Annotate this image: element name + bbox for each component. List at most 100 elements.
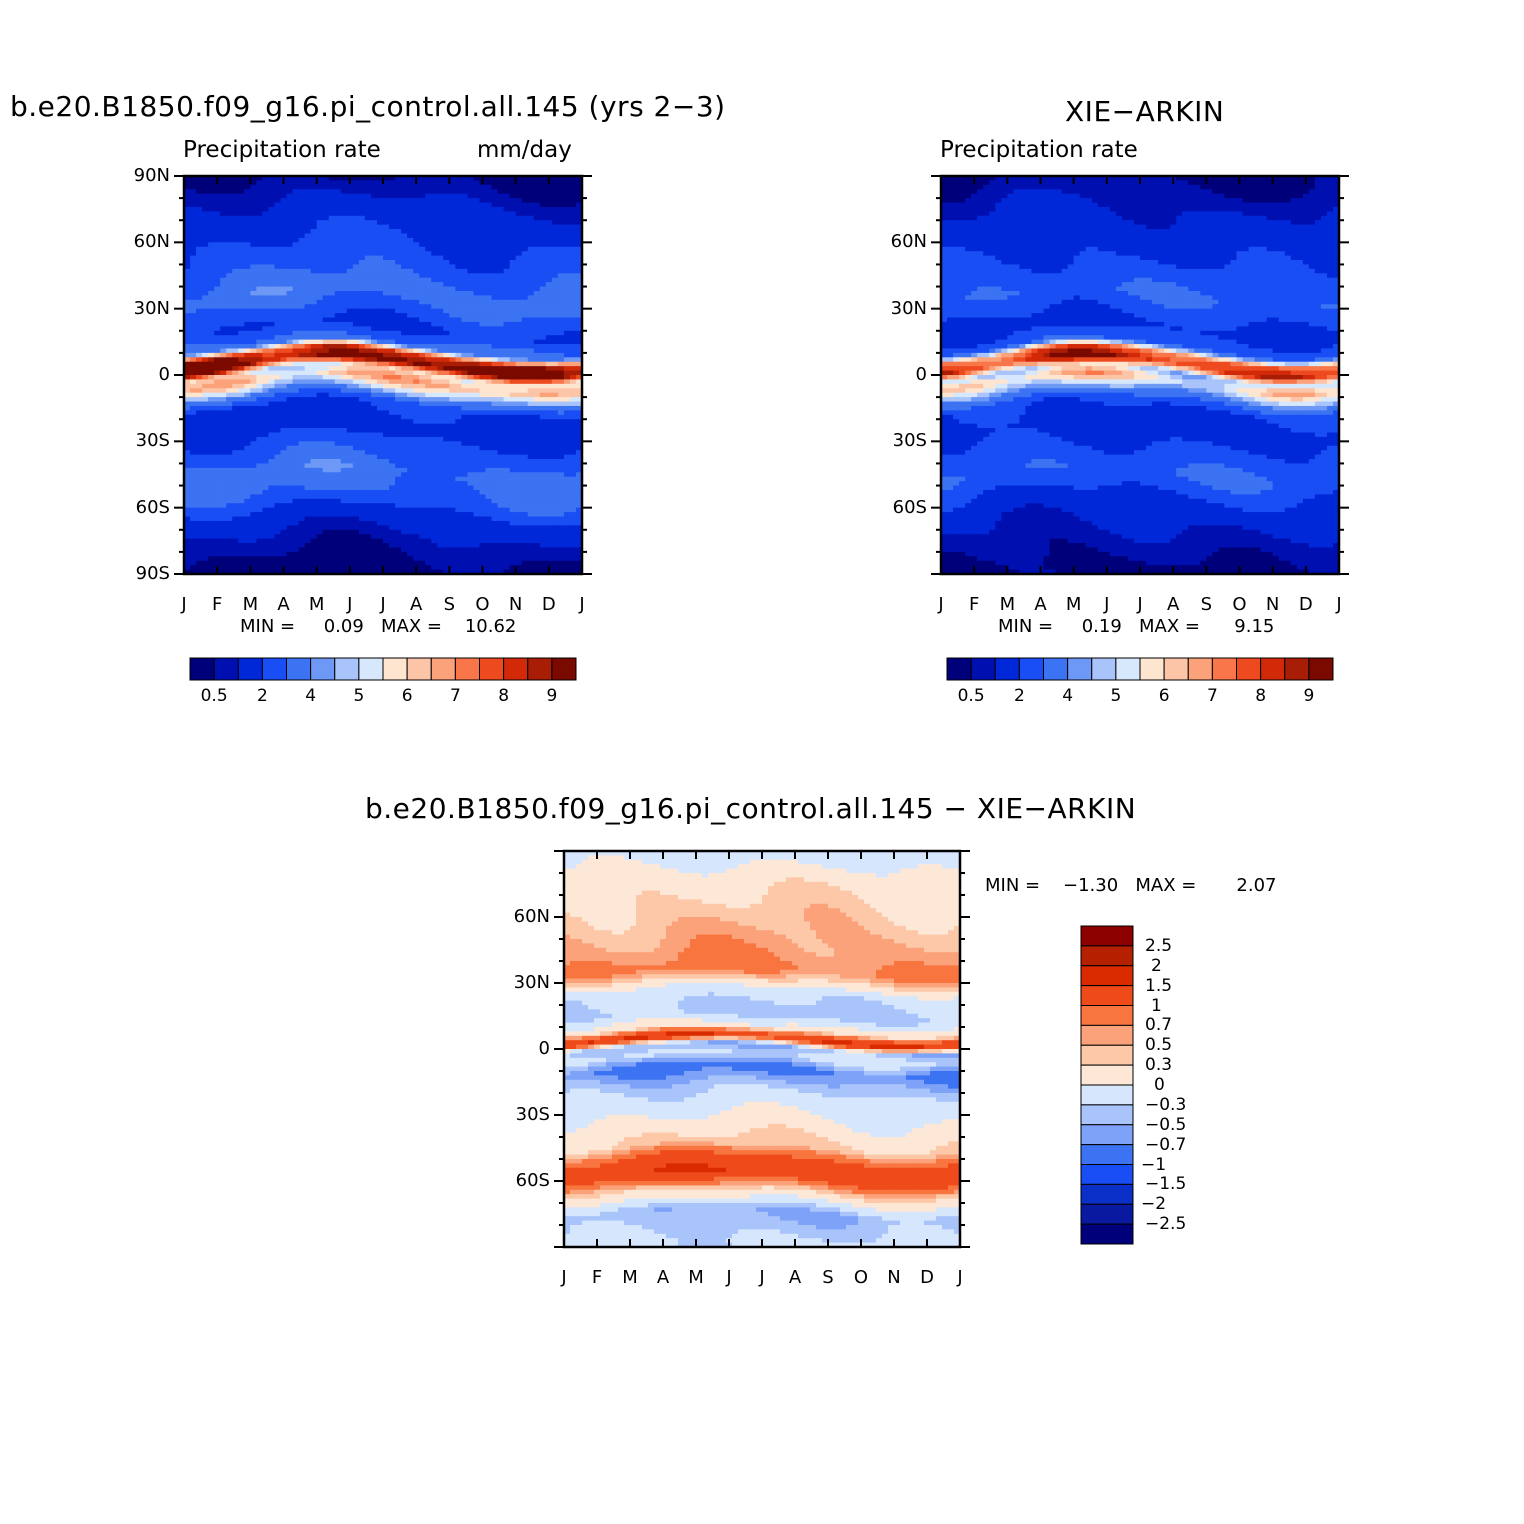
heatmap-cell xyxy=(509,193,517,199)
heatmap-cell xyxy=(214,366,221,372)
heatmap-cell xyxy=(557,193,565,199)
heatmap-cell xyxy=(214,507,221,513)
heatmap-cell xyxy=(250,432,257,438)
heatmap-cell xyxy=(479,326,487,332)
heatmap-cell xyxy=(196,330,203,336)
heatmap-cell xyxy=(449,290,456,296)
heatmap-cell xyxy=(443,344,450,350)
heatmap-cell xyxy=(425,450,432,456)
heatmap-cell xyxy=(497,401,505,407)
heatmap-cell xyxy=(286,392,294,398)
heatmap-cell xyxy=(376,357,384,363)
heatmap-cell xyxy=(527,268,535,274)
heatmap-cell xyxy=(328,277,336,283)
heatmap-cell xyxy=(515,454,523,460)
heatmap-cell xyxy=(196,202,203,208)
heatmap-cell xyxy=(352,295,360,301)
heatmap-cell xyxy=(569,459,577,465)
heatmap-cell xyxy=(214,401,221,407)
heatmap-cell xyxy=(298,485,306,491)
heatmap-cell xyxy=(539,233,547,239)
heatmap-cell xyxy=(268,299,276,305)
heatmap-cell xyxy=(280,211,288,217)
heatmap-cell xyxy=(383,450,390,456)
heatmap-cell xyxy=(244,313,251,319)
heatmap-cell xyxy=(431,410,438,416)
heatmap-cell xyxy=(220,459,227,465)
heatmap-cell xyxy=(431,211,438,217)
heatmap-cell xyxy=(401,330,408,336)
heatmap-cell xyxy=(515,383,523,389)
heatmap-cell xyxy=(190,405,197,411)
heatmap-cell xyxy=(545,428,553,434)
heatmap-cell xyxy=(425,189,432,195)
heatmap-cell xyxy=(503,441,511,447)
heatmap-cell xyxy=(190,273,197,279)
heatmap-cell xyxy=(503,397,511,403)
heatmap-cell xyxy=(521,375,529,381)
heatmap-cell xyxy=(563,410,571,416)
heatmap-cell xyxy=(485,211,493,217)
heatmap-cell xyxy=(352,180,360,186)
heatmap-cell xyxy=(479,260,487,266)
heatmap-cell xyxy=(455,290,462,296)
heatmap-cell xyxy=(340,184,348,190)
heatmap-cell xyxy=(503,282,511,288)
heatmap-cell xyxy=(467,503,475,509)
heatmap-cell xyxy=(491,202,499,208)
heatmap-cell xyxy=(545,260,553,266)
heatmap-cell xyxy=(310,370,318,376)
heatmap-cell xyxy=(479,211,487,217)
heatmap-cell xyxy=(539,268,547,274)
heatmap-cell xyxy=(383,299,390,305)
heatmap-cell xyxy=(539,313,547,319)
heatmap-cell xyxy=(383,370,390,376)
heatmap-cell xyxy=(467,361,475,367)
heatmap-cell xyxy=(232,251,239,257)
heatmap-cell xyxy=(521,317,529,323)
heatmap-cell xyxy=(220,361,227,367)
heatmap-cell xyxy=(479,388,487,394)
heatmap-cell xyxy=(346,273,354,279)
heatmap-cell xyxy=(184,268,191,274)
heatmap-cell xyxy=(557,215,565,221)
heatmap-cell xyxy=(238,206,245,212)
heatmap-cell xyxy=(407,370,414,376)
heatmap-cell xyxy=(310,264,318,270)
heatmap-cell xyxy=(190,180,197,186)
heatmap-cell xyxy=(346,184,354,190)
heatmap-cell xyxy=(376,463,384,469)
heatmap-cell xyxy=(292,176,300,182)
heatmap-cell xyxy=(208,405,215,411)
heatmap-cell xyxy=(509,233,517,239)
heatmap-cell xyxy=(461,366,469,372)
heatmap-cell xyxy=(316,176,324,182)
heatmap-cell xyxy=(190,282,197,288)
heatmap-cell xyxy=(545,237,553,243)
heatmap-cell xyxy=(389,286,396,292)
heatmap-cell xyxy=(419,472,426,478)
heatmap-cell xyxy=(226,264,233,270)
heatmap-cell xyxy=(340,330,348,336)
heatmap-cell xyxy=(545,352,553,358)
heatmap-cell xyxy=(340,498,348,504)
heatmap-cell xyxy=(515,388,523,394)
heatmap-cell xyxy=(455,304,462,310)
heatmap-cell xyxy=(383,441,390,447)
heatmap-cell xyxy=(455,441,462,447)
heatmap-cell xyxy=(395,366,402,372)
heatmap-cell xyxy=(491,321,499,327)
heatmap-cell xyxy=(298,321,306,327)
heatmap-cell xyxy=(509,489,517,495)
heatmap-cell xyxy=(196,237,203,243)
heatmap-cell xyxy=(340,339,348,345)
heatmap-cell xyxy=(280,370,288,376)
heatmap-cell xyxy=(455,352,462,358)
heatmap-cell xyxy=(304,242,312,248)
heatmap-cell xyxy=(262,459,270,465)
heatmap-cell xyxy=(431,348,438,354)
heatmap-cell xyxy=(461,317,469,323)
heatmap-cell xyxy=(425,498,432,504)
heatmap-cell xyxy=(304,206,312,212)
heatmap-cell xyxy=(533,277,541,283)
